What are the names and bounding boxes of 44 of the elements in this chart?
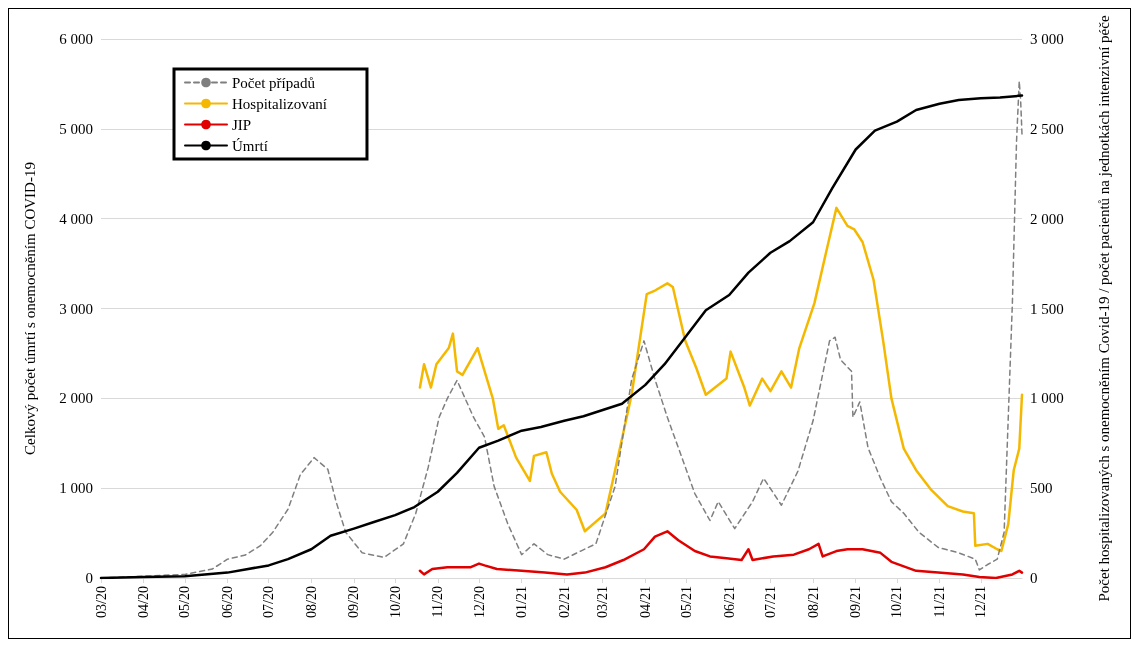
y-tick-label: 4 000 — [59, 210, 93, 227]
y-tick-label: 2 000 — [59, 390, 93, 407]
x-tick-label: 08/21 — [805, 586, 821, 618]
y-tick-label: 0 — [85, 570, 93, 586]
y2-tick-label: 3 000 — [1030, 31, 1064, 47]
x-tick-label: 09/20 — [346, 586, 362, 618]
x-tick-label: 05/20 — [177, 586, 193, 618]
line-series — [418, 206, 1024, 553]
x-tick-label: 07/20 — [261, 586, 277, 618]
x-tick-label: 12/21 — [973, 586, 989, 618]
y2-axis-title: Počet hospitalizovaných s onemocněním Covid-19 / počet pacientů na jednotkách intenzivní péče — [1095, 15, 1112, 602]
x-tick-label: 09/21 — [848, 586, 864, 618]
x-tick-label: 01/21 — [514, 586, 530, 618]
x-tick-label: 11/21 — [932, 586, 948, 618]
x-tick-label: 12/20 — [471, 586, 487, 618]
x-tick-label: 06/20 — [219, 586, 235, 618]
x-tick-label: 04/20 — [136, 586, 152, 618]
x-tick-label: 08/20 — [303, 586, 319, 618]
x-tick-label: 06/21 — [721, 586, 737, 618]
y-tick-label: 5 000 — [59, 120, 93, 137]
y-tick-label: 1 000 — [59, 480, 93, 497]
x-tick-label: 11/20 — [430, 586, 446, 618]
x-tick-label: 03/21 — [595, 586, 611, 618]
y-axis-title: Celkový počet úmrtí s onemocněním COVID-19 — [21, 162, 38, 455]
legend-label: JIP — [232, 116, 252, 133]
y2-tick-label: 2 500 — [1030, 120, 1064, 137]
y2-tick-label: 500 — [1030, 480, 1053, 497]
y2-tick-label: 0 — [1030, 570, 1038, 586]
x-tick-label: 04/21 — [637, 586, 653, 618]
y2-tick-label: 2 000 — [1030, 210, 1064, 227]
x-tick-label: 07/21 — [762, 586, 778, 618]
legend-label: Hospitalizovaní — [232, 95, 327, 112]
x-tick-label: 05/21 — [679, 586, 695, 618]
x-tick-label: 10/20 — [387, 586, 403, 618]
y-tick-label: 3 000 — [59, 300, 93, 317]
x-tick-label: 10/21 — [889, 586, 905, 618]
y2-tick-label: 1 500 — [1030, 300, 1064, 317]
legend-label: Počet případů — [232, 74, 316, 91]
x-tick-label: 03/20 — [93, 586, 109, 618]
line-series — [418, 530, 1024, 580]
y-tick-label: 6 000 — [59, 31, 93, 47]
y2-tick-label: 1 000 — [1030, 390, 1064, 407]
legend-label: Úmrtí — [232, 137, 268, 154]
x-tick-label: 02/21 — [556, 586, 572, 618]
